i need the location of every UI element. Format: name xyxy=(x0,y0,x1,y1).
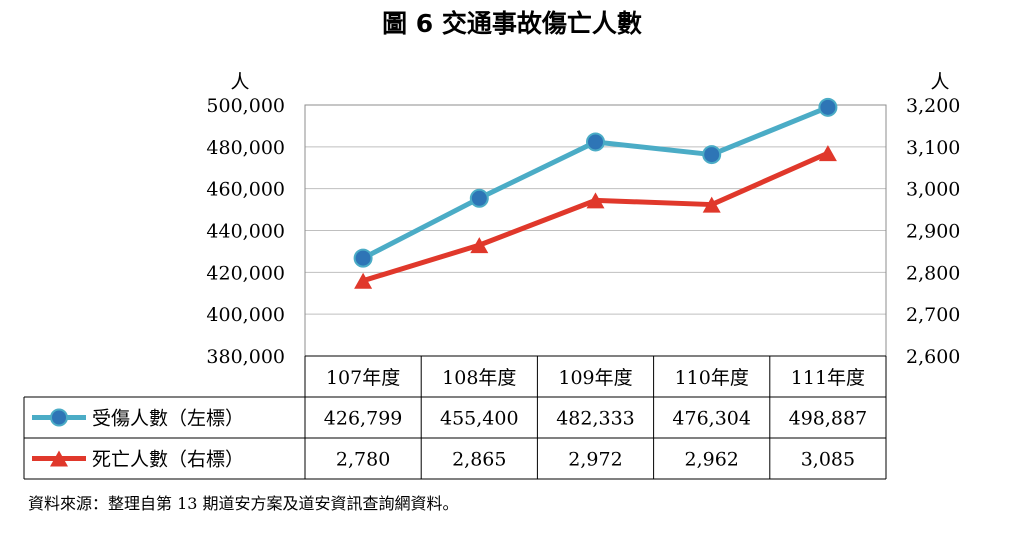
data-point-injured xyxy=(353,248,373,268)
left-tick-label: 500,000 xyxy=(206,95,285,117)
right-tick-label: 3,100 xyxy=(906,137,960,159)
data-point-injured xyxy=(586,132,605,152)
data-point-deaths xyxy=(354,272,373,289)
right-tick-label: 2,800 xyxy=(906,262,960,284)
data-point-injured xyxy=(469,188,489,208)
table-value: 3,085 xyxy=(801,449,855,471)
data-point-deaths xyxy=(470,237,489,254)
left-tick-label: 380,000 xyxy=(206,346,285,368)
category-label: 108年度 xyxy=(442,367,516,389)
left-tick-label: 460,000 xyxy=(206,179,285,201)
table-value: 482,333 xyxy=(556,408,635,430)
left-tick-label: 480,000 xyxy=(206,137,285,159)
table-value: 455,400 xyxy=(440,408,519,430)
legend-marker-triangle xyxy=(50,450,68,467)
table-value: 498,887 xyxy=(789,408,868,430)
series-line-2 xyxy=(362,150,829,284)
table-value: 2,972 xyxy=(568,449,622,471)
right-tick-label: 2,600 xyxy=(906,346,960,368)
category-label: 107年度 xyxy=(326,367,400,389)
table-value: 2,865 xyxy=(452,449,506,471)
category-label: 111年度 xyxy=(791,367,865,389)
right-tick-label: 3,000 xyxy=(906,179,960,201)
category-label: 109年度 xyxy=(558,367,632,389)
right-axis-unit: 人 xyxy=(930,71,949,93)
source-note: 資料來源：整理自第 13 期道安方案及道安資訊查詢網資料。 xyxy=(28,494,459,513)
left-tick-label: 440,000 xyxy=(206,221,285,243)
data-point-injured xyxy=(702,145,722,165)
legend-label: 死亡人數（右標） xyxy=(92,449,244,471)
data-point-deaths xyxy=(818,145,837,162)
table-value: 426,799 xyxy=(324,408,403,430)
right-tick-label: 2,700 xyxy=(906,304,960,326)
left-tick-label: 420,000 xyxy=(206,262,285,284)
left-tick-label: 400,000 xyxy=(206,304,285,326)
table-value: 2,780 xyxy=(336,449,390,471)
category-label: 110年度 xyxy=(675,367,749,389)
plot-area: 500,000 3,200 480,000 3,100 460,000 3,000 440,… xyxy=(206,95,960,368)
legend-marker-circle xyxy=(50,408,68,427)
data-point-deaths xyxy=(702,196,721,213)
right-tick-label: 3,200 xyxy=(906,95,960,117)
left-axis-unit: 人 xyxy=(230,71,249,93)
data-point-deaths xyxy=(586,192,605,209)
data-point-injured xyxy=(818,97,838,117)
legend-label: 受傷人數（左標） xyxy=(92,408,244,430)
table-value: 476,304 xyxy=(672,408,751,430)
table-value: 2,962 xyxy=(684,449,738,471)
chart-title: 圖 6 交通事故傷亡人數 xyxy=(382,9,642,38)
right-tick-label: 2,900 xyxy=(906,221,960,243)
